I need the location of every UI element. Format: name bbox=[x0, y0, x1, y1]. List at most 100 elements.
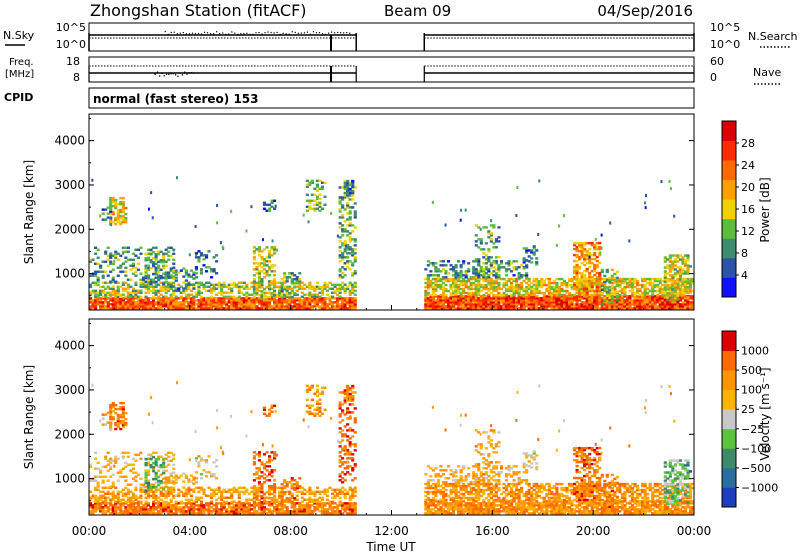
power-cell bbox=[583, 281, 587, 285]
nsky-spike bbox=[194, 33, 197, 35]
power-cell bbox=[169, 301, 173, 304]
power-cell bbox=[593, 247, 597, 251]
power-cell bbox=[580, 243, 584, 247]
nsky-traces bbox=[88, 31, 695, 51]
power-cell bbox=[341, 287, 345, 291]
power-cell bbox=[265, 203, 269, 206]
velocity-cell bbox=[101, 475, 105, 478]
power-cell bbox=[535, 303, 539, 306]
power-cell bbox=[152, 303, 156, 306]
velocity-cell bbox=[136, 496, 141, 499]
power-cell bbox=[262, 305, 267, 308]
velocity-cell bbox=[348, 510, 352, 513]
power-cell bbox=[658, 289, 662, 293]
power-cell bbox=[116, 214, 120, 218]
power-cell bbox=[121, 287, 125, 291]
power-cell bbox=[283, 301, 287, 304]
power-cell bbox=[260, 256, 264, 259]
velocity-cell bbox=[245, 512, 249, 515]
velocity-cell bbox=[136, 508, 141, 511]
power-cell bbox=[487, 258, 491, 261]
power-cell bbox=[668, 307, 672, 310]
velocity-cell bbox=[235, 490, 239, 494]
power-cell bbox=[343, 230, 347, 233]
power-cell bbox=[144, 284, 148, 288]
velocity-cell bbox=[124, 500, 128, 503]
velocity-cell bbox=[114, 502, 118, 505]
power-cell bbox=[444, 301, 448, 304]
velocity-cell bbox=[310, 492, 314, 496]
power-cell bbox=[557, 293, 561, 297]
power-cell bbox=[628, 299, 632, 302]
power-cell bbox=[653, 301, 657, 304]
nsky-spike bbox=[231, 31, 233, 33]
power-cell bbox=[575, 273, 579, 277]
power-cell bbox=[429, 274, 433, 277]
velocity-cell bbox=[157, 502, 161, 505]
power-cell bbox=[91, 281, 95, 285]
velocity-cell bbox=[255, 502, 259, 505]
power-cell bbox=[174, 305, 178, 308]
velocity-cell bbox=[273, 506, 277, 509]
power-cell bbox=[348, 297, 352, 300]
power-cell bbox=[255, 272, 259, 275]
power-cell bbox=[157, 301, 161, 304]
velocity-cell bbox=[144, 502, 148, 505]
velocity-cell bbox=[121, 492, 125, 496]
power-cell bbox=[522, 297, 526, 300]
velocity-cell bbox=[111, 494, 115, 497]
power-cell bbox=[109, 293, 113, 296]
power-cell bbox=[348, 224, 352, 227]
power-cell bbox=[663, 303, 667, 306]
power-cell bbox=[144, 272, 148, 275]
power-cell bbox=[341, 230, 345, 233]
power-cell bbox=[436, 303, 440, 306]
power-cell bbox=[262, 307, 267, 310]
power-cell bbox=[590, 305, 594, 308]
power-cell bbox=[441, 303, 446, 306]
power-cell bbox=[600, 302, 604, 306]
power-cell bbox=[638, 283, 642, 287]
power-cell bbox=[658, 301, 662, 304]
power-cell bbox=[114, 307, 118, 310]
beam-label: Beam 09 bbox=[384, 2, 451, 20]
velocity-cell bbox=[207, 494, 211, 497]
velocity-cell bbox=[111, 459, 115, 462]
power-cell bbox=[494, 293, 498, 297]
power-cell bbox=[641, 283, 645, 287]
power-cell bbox=[509, 285, 514, 289]
power-cell bbox=[439, 270, 443, 273]
power-cell bbox=[207, 285, 211, 289]
power-cell bbox=[484, 266, 488, 269]
power-cell bbox=[426, 274, 430, 277]
velocity-cell bbox=[152, 504, 156, 507]
velocity-cell bbox=[172, 494, 176, 497]
power-cell bbox=[643, 305, 647, 308]
nsky-spike bbox=[312, 31, 315, 33]
power-cell bbox=[346, 183, 350, 187]
power-cell bbox=[136, 305, 141, 308]
power-cell bbox=[187, 303, 191, 306]
power-cell bbox=[439, 301, 443, 304]
power-cell bbox=[628, 279, 632, 283]
power-cell bbox=[348, 182, 352, 185]
power-cell bbox=[121, 293, 125, 296]
power-cell bbox=[280, 286, 284, 289]
velocity-cell bbox=[96, 508, 100, 511]
power-cell bbox=[515, 287, 519, 291]
power-cell bbox=[661, 295, 665, 298]
power-cell bbox=[593, 279, 597, 283]
power-cell bbox=[273, 301, 277, 304]
velocity-cell bbox=[96, 481, 100, 484]
power-cell bbox=[643, 285, 647, 289]
power-cell bbox=[164, 277, 168, 280]
power-cell bbox=[101, 276, 105, 279]
velocity-cell bbox=[111, 496, 115, 499]
velocity-cell bbox=[298, 502, 302, 505]
power-cell bbox=[588, 255, 591, 259]
power-cell bbox=[318, 295, 322, 298]
power-cell bbox=[595, 277, 599, 281]
power-cell bbox=[265, 274, 269, 277]
power-cell bbox=[525, 287, 529, 291]
power-cell bbox=[262, 291, 267, 294]
